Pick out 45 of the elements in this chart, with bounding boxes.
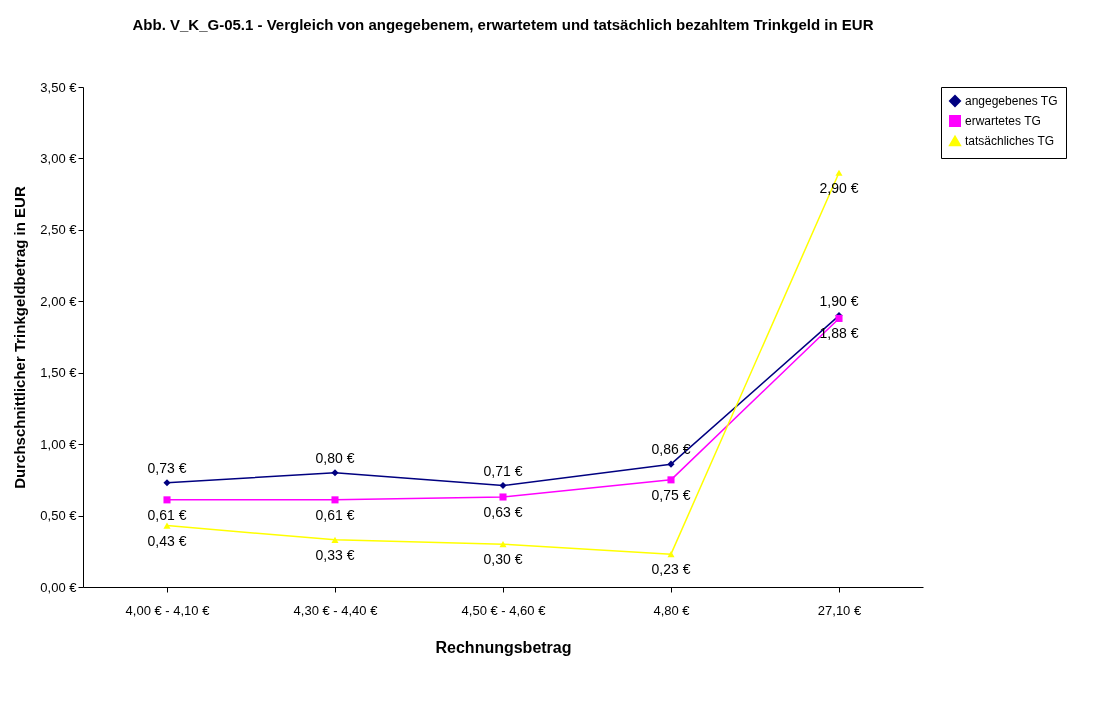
x-axis-title: Rechnungsbetrag <box>435 638 572 656</box>
point <box>499 482 507 490</box>
y-axis-title: Durchschnittlicher Trinkgeldbetrag in EUR <box>11 186 29 489</box>
point <box>667 460 675 468</box>
data-label: 1,88 € <box>819 325 859 342</box>
y-tick-label: 3,50 € <box>40 79 78 95</box>
x-tick-label: 4,50 € - 4,60 € <box>461 602 547 618</box>
data-label: 0,23 € <box>651 561 691 578</box>
point <box>835 169 843 176</box>
point <box>331 469 339 477</box>
x-tick-label: 4,30 € - 4,40 € <box>293 602 379 618</box>
data-label: 0,80 € <box>315 449 355 466</box>
point <box>499 541 507 548</box>
point <box>667 476 675 484</box>
y-tick-label: 2,50 € <box>40 222 78 238</box>
x-tick-label: 4,80 € <box>653 602 691 618</box>
point <box>331 496 339 504</box>
data-label: 0,75 € <box>651 486 691 503</box>
point <box>163 522 171 529</box>
legend-label: erwartetes TG <box>965 114 1041 128</box>
legend-label: tatsächliches TG <box>965 134 1055 148</box>
point <box>667 551 675 558</box>
data-label: 0,71 € <box>483 462 523 479</box>
y-tick-label: 0,50 € <box>40 508 78 524</box>
point <box>499 493 507 501</box>
data-label: 0,43 € <box>147 532 187 549</box>
point <box>163 496 171 504</box>
point <box>163 479 171 487</box>
y-tick-label: 0,00 € <box>40 579 78 595</box>
data-label: 0,33 € <box>315 546 355 563</box>
chart-title: Abb. V_K_G-05.1 - Vergleich von angegebenem, erwartetem und tatsächlich bezahltem Trinkgeld in EUR <box>132 16 874 33</box>
legend-label: angegebenes TG <box>965 94 1058 108</box>
x-tick-label: 27,10 € <box>817 602 862 618</box>
y-tick-label: 1,00 € <box>40 436 78 452</box>
y-tick-label: 2,00 € <box>40 293 78 309</box>
data-label: 0,61 € <box>147 506 187 523</box>
y-tick-label: 1,50 € <box>40 365 78 381</box>
point <box>331 536 339 543</box>
data-label: 0,61 € <box>315 506 355 523</box>
data-label: 1,90 € <box>819 292 859 309</box>
data-label: 0,73 € <box>147 459 187 476</box>
data-label: 0,30 € <box>483 551 523 568</box>
x-tick-label: 4,00 € - 4,10 € <box>125 602 211 618</box>
data-label: 0,63 € <box>483 504 523 520</box>
y-tick-label: 3,00 € <box>40 150 78 166</box>
